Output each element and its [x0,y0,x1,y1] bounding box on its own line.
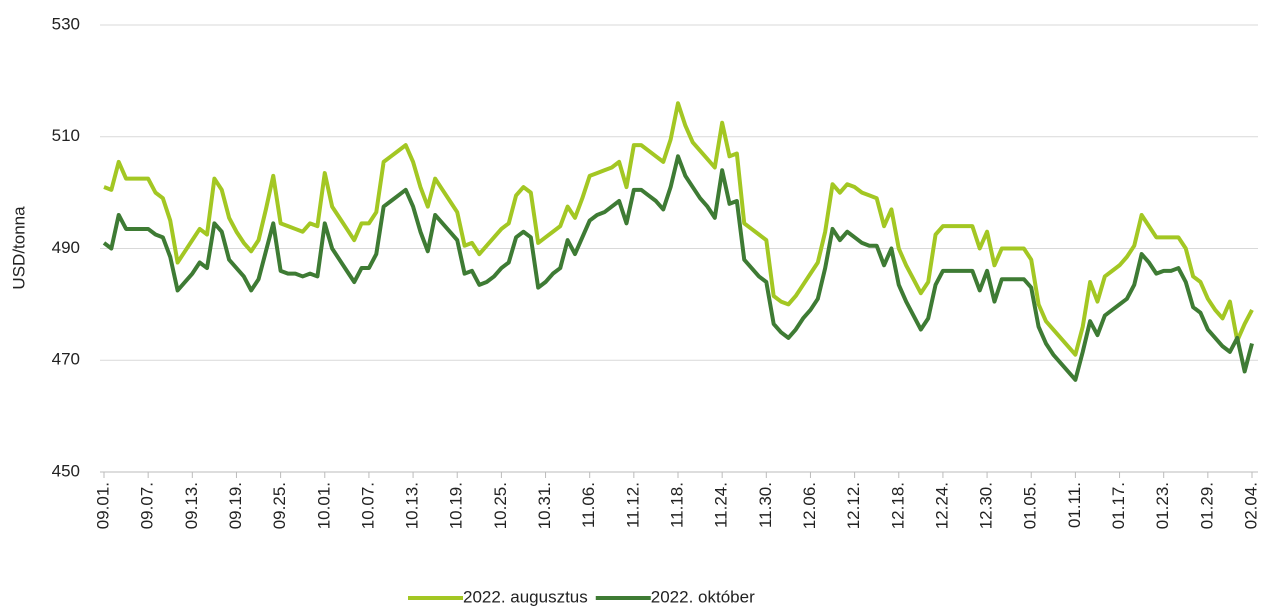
x-tick-label: 01.17. [1109,482,1128,529]
x-tick-label: 09.01. [93,482,112,529]
x-tick-label: 09.19. [226,482,245,529]
x-tick-label: 01.23. [1153,482,1172,529]
x-tick-label: 11.18. [667,482,686,528]
x-tick-label: 01.05. [1021,482,1040,529]
x-tick-label: 10.01. [314,482,333,529]
y-tick-label: 530 [52,14,80,33]
x-tick-label: 01.11. [1065,482,1084,528]
x-tick-label: 02.04. [1241,482,1260,529]
y-tick-label: 470 [52,350,80,369]
series-line [102,154,1254,382]
x-tick-label: 10.31. [535,482,554,529]
x-tick-label: 12.30. [977,482,996,529]
y-tick-label: 490 [52,238,80,257]
y-axis-label: USD/tonna [9,206,28,290]
x-tick-label: 09.07. [138,482,157,529]
x-tick-label: 11.12. [623,482,642,528]
x-tick-label: 10.25. [491,482,510,529]
x-tick-label: 10.07. [358,482,377,529]
x-tick-label: 12.12. [844,482,863,529]
y-tick-label: 450 [52,461,80,480]
x-tick-label: 01.29. [1197,482,1216,529]
x-tick-label: 09.13. [182,482,201,529]
legend-label: 2022. augusztus [463,587,588,606]
x-tick-label: 12.18. [888,482,907,529]
x-tick-label: 12.24. [932,482,951,529]
x-tick-label: 10.13. [403,482,422,529]
x-tick-label: 11.30. [756,482,775,528]
y-tick-label: 510 [52,126,80,145]
x-tick-label: 10.19. [447,482,466,529]
legend-label: 2022. október [651,587,755,606]
series-line [103,101,1254,357]
x-tick-label: 09.25. [270,482,289,529]
x-tick-label: 12.06. [800,482,819,529]
x-tick-label: 11.24. [712,482,731,528]
x-tick-label: 11.06. [579,482,598,528]
